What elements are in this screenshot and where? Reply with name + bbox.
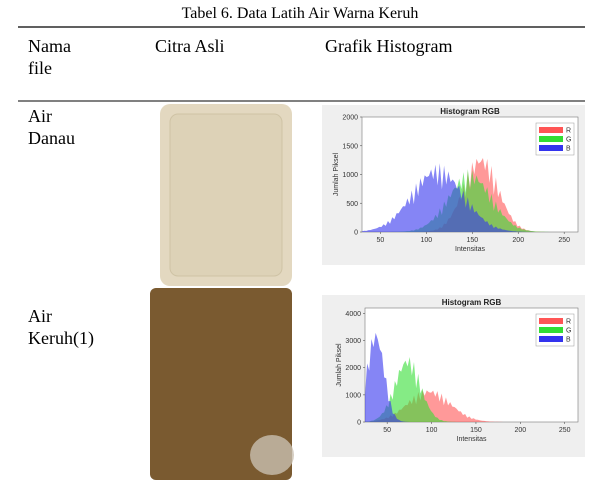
y-tick-label: 4000 [345,311,361,318]
x-tick-label: 100 [426,427,438,434]
x-tick-label: 50 [376,237,384,244]
y-tick-label: 1000 [342,172,358,179]
row-name: Air Keruh(1) [28,306,94,349]
histogram-title: Histogram RGB [442,298,502,307]
legend-label: G [566,137,571,144]
legend-swatch [539,318,563,324]
histogram-title: Histogram RGB [440,107,500,116]
x-axis-label: Intensitas [455,246,485,253]
x-tick-label: 250 [559,427,571,434]
x-axis-label: Intensitas [457,436,487,443]
y-tick-label: 2000 [342,115,358,122]
histogram-shape [365,332,578,422]
x-tick-label: 100 [420,237,432,244]
y-tick-label: 3000 [345,338,361,345]
legend-swatch [539,136,563,142]
y-tick-label: 2000 [345,365,361,372]
y-tick-label: 500 [346,201,358,208]
sample-image [150,288,292,480]
caption: Tabel 6. Data Latih Air Warna Keruh [182,5,419,22]
legend-label: G [566,328,571,335]
legend-swatch [539,127,563,133]
legend-swatch [539,336,563,342]
histogram-image: 50 100 150 200 250 0 500 1000 1500 2000 Histogram … [322,105,585,265]
histogram-shape [362,169,578,232]
x-tick-label: 200 [514,427,526,434]
legend-swatch [539,327,563,333]
x-tick-label: 150 [470,427,482,434]
y-tick-label: 1500 [342,143,358,150]
header-cell: Nama file [28,36,71,78]
legend-label: B [566,337,571,344]
x-tick-label: 150 [466,237,478,244]
row-name: Air Danau [28,106,75,148]
legend-label: R [566,128,571,135]
legend-label: B [566,146,571,153]
legend-label: R [566,319,571,326]
x-tick-label: 200 [512,237,524,244]
x-tick-label: 50 [383,427,391,434]
histogram-shape [362,163,578,232]
y-tick-label: 0 [357,420,361,427]
y-axis-label: Jumlah Piksel [336,343,343,387]
histogram-shape [365,356,578,422]
header-cell: Grafik Histogram [325,36,452,56]
x-tick-label: 250 [558,237,570,244]
y-tick-label: 1000 [345,392,361,399]
legend-swatch [539,145,563,151]
header-cell: Citra Asli [155,36,225,56]
y-axis-label: Jumlah Piksel [333,152,340,196]
glare [250,435,294,475]
histogram-image: 50 100 150 200 250 0 1000 2000 3000 4000 Histogram… [322,295,585,457]
y-tick-label: 0 [354,230,358,237]
sample-image-inner [169,113,283,277]
